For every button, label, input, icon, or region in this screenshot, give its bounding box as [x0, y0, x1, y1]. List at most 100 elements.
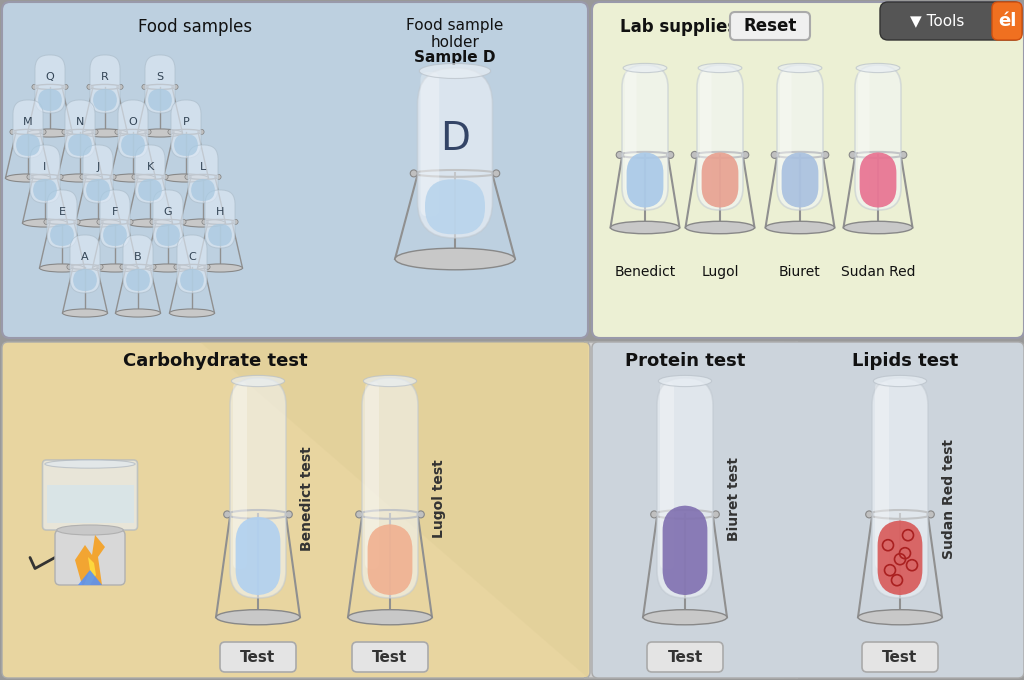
Circle shape	[98, 265, 103, 269]
Circle shape	[650, 511, 657, 518]
Text: L: L	[200, 162, 206, 172]
Circle shape	[355, 511, 362, 518]
FancyBboxPatch shape	[781, 152, 818, 207]
Circle shape	[10, 129, 15, 135]
Ellipse shape	[137, 129, 182, 137]
FancyBboxPatch shape	[874, 382, 889, 569]
FancyBboxPatch shape	[174, 134, 198, 156]
Polygon shape	[75, 535, 105, 585]
Circle shape	[27, 174, 32, 180]
FancyBboxPatch shape	[992, 2, 1022, 40]
FancyBboxPatch shape	[352, 642, 428, 672]
FancyBboxPatch shape	[156, 224, 180, 246]
FancyBboxPatch shape	[43, 460, 137, 530]
Text: Benedict test: Benedict test	[300, 447, 314, 551]
Ellipse shape	[40, 264, 85, 272]
Ellipse shape	[23, 219, 68, 227]
Text: ▼ Tools: ▼ Tools	[910, 14, 965, 29]
FancyBboxPatch shape	[362, 378, 418, 598]
Text: Biuret: Biuret	[779, 265, 821, 279]
Text: K: K	[146, 162, 154, 172]
Ellipse shape	[698, 63, 741, 73]
Circle shape	[216, 174, 221, 180]
FancyBboxPatch shape	[780, 69, 792, 192]
Ellipse shape	[348, 610, 432, 625]
Text: N: N	[76, 117, 84, 127]
FancyBboxPatch shape	[592, 2, 1024, 338]
Ellipse shape	[111, 174, 156, 182]
Circle shape	[132, 174, 137, 180]
Text: O: O	[129, 117, 137, 127]
FancyBboxPatch shape	[777, 65, 823, 210]
Text: C: C	[188, 252, 196, 262]
Circle shape	[150, 220, 155, 224]
FancyBboxPatch shape	[855, 65, 901, 210]
Ellipse shape	[128, 219, 172, 227]
Text: Benedict: Benedict	[614, 265, 676, 279]
Ellipse shape	[198, 264, 243, 272]
Ellipse shape	[766, 221, 835, 234]
Text: Test: Test	[241, 649, 275, 664]
Circle shape	[822, 152, 828, 158]
Polygon shape	[200, 342, 588, 678]
Text: S: S	[157, 72, 164, 82]
Circle shape	[32, 84, 37, 89]
Circle shape	[163, 174, 168, 180]
Ellipse shape	[856, 63, 900, 73]
Circle shape	[174, 265, 179, 269]
Ellipse shape	[92, 264, 137, 272]
FancyBboxPatch shape	[418, 68, 493, 238]
Ellipse shape	[231, 375, 285, 387]
FancyBboxPatch shape	[33, 179, 57, 201]
Circle shape	[185, 174, 189, 180]
Text: Lipids test: Lipids test	[852, 352, 958, 370]
FancyBboxPatch shape	[205, 190, 234, 248]
Circle shape	[616, 152, 624, 158]
Text: Reset: Reset	[743, 17, 797, 35]
FancyBboxPatch shape	[145, 55, 175, 113]
FancyBboxPatch shape	[171, 100, 201, 158]
Text: Carbohydrate test: Carbohydrate test	[123, 352, 307, 370]
Ellipse shape	[170, 309, 214, 317]
Circle shape	[115, 129, 120, 135]
FancyBboxPatch shape	[103, 224, 127, 246]
Ellipse shape	[5, 174, 50, 182]
Text: G: G	[164, 207, 172, 217]
Ellipse shape	[420, 63, 490, 78]
Circle shape	[173, 84, 178, 89]
Circle shape	[80, 174, 85, 180]
Ellipse shape	[844, 221, 912, 234]
Circle shape	[181, 220, 186, 224]
Polygon shape	[78, 570, 102, 585]
Circle shape	[223, 511, 230, 518]
FancyBboxPatch shape	[647, 642, 723, 672]
FancyBboxPatch shape	[208, 224, 232, 246]
FancyBboxPatch shape	[73, 269, 97, 291]
Circle shape	[865, 511, 872, 518]
FancyBboxPatch shape	[368, 524, 413, 595]
FancyBboxPatch shape	[148, 89, 172, 111]
FancyBboxPatch shape	[230, 378, 286, 598]
Text: Q: Q	[46, 72, 54, 82]
Ellipse shape	[395, 248, 515, 270]
Text: Sudan Red: Sudan Red	[841, 265, 915, 279]
Text: I: I	[43, 162, 47, 172]
Circle shape	[928, 511, 934, 518]
Text: D: D	[440, 120, 470, 158]
FancyBboxPatch shape	[13, 100, 43, 158]
FancyBboxPatch shape	[236, 517, 281, 595]
Text: Biuret test: Biuret test	[727, 457, 741, 541]
Circle shape	[87, 84, 92, 89]
FancyBboxPatch shape	[188, 145, 218, 203]
Circle shape	[128, 220, 133, 224]
FancyBboxPatch shape	[180, 269, 204, 291]
FancyBboxPatch shape	[700, 69, 712, 192]
Bar	[46, 484, 133, 523]
Circle shape	[44, 220, 49, 224]
Text: él: él	[997, 12, 1016, 30]
FancyBboxPatch shape	[584, 342, 798, 678]
FancyBboxPatch shape	[38, 89, 62, 111]
FancyBboxPatch shape	[2, 2, 588, 338]
FancyBboxPatch shape	[660, 382, 674, 569]
FancyBboxPatch shape	[233, 382, 247, 569]
